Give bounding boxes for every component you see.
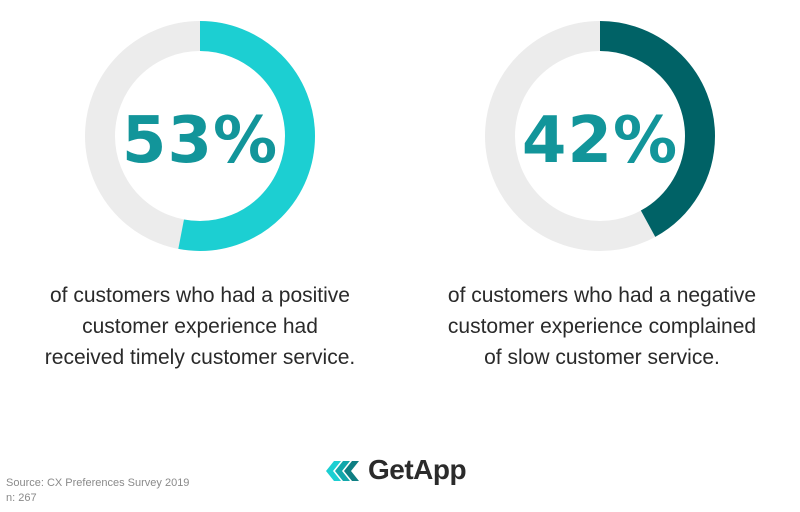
logo-wordmark: GetApp — [368, 454, 467, 485]
source-line: Source: CX Preferences Survey 2019 — [6, 477, 190, 489]
source-note: Source: CX Preferences Survey 2019 n: 26… — [6, 476, 189, 506]
donut-value-arc — [485, 21, 715, 251]
donut-chart-negative — [485, 21, 715, 251]
caption-line: customer experience had — [82, 315, 318, 338]
caption-line: received timely customer service. — [44, 346, 356, 369]
chart-panel-positive: 53% of customers who had a positive cust… — [0, 0, 400, 400]
chart-panel-negative: 42% of customers who had a negative cust… — [400, 0, 800, 400]
percentage-label-negative: 42% — [521, 104, 679, 178]
percentage-label-positive: 53% — [121, 104, 279, 178]
donut-chart-positive — [85, 21, 315, 251]
getapp-logo: GetApp — [326, 454, 486, 490]
caption-positive: of customers who had a positive customer… — [24, 280, 376, 373]
donut-value-arc — [85, 21, 315, 251]
getapp-chevrons-icon — [326, 461, 359, 481]
caption-line: of customers who had a negative — [447, 284, 757, 307]
caption-line: customer experience complained — [447, 315, 757, 338]
caption-line: of customers who had a positive — [50, 284, 350, 307]
caption-negative: of customers who had a negative customer… — [422, 280, 782, 373]
sample-size-line: n: 267 — [6, 492, 37, 504]
caption-line: of slow customer service. — [484, 346, 720, 369]
